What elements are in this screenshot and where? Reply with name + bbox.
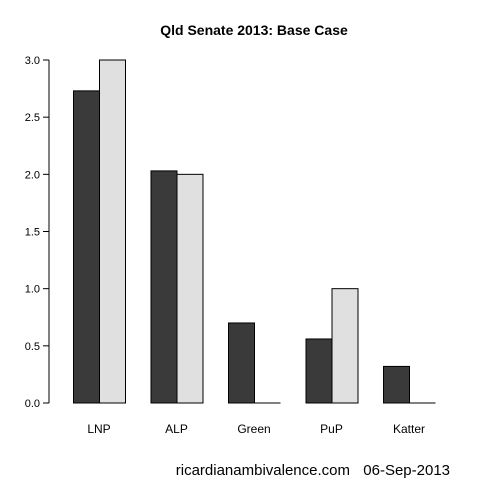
bar-pup-2 (331, 288, 359, 404)
chart-title: Qld Senate 2013: Base Case (160, 22, 348, 38)
bar-alp-2 (176, 173, 204, 404)
bar-alp-1 (150, 170, 178, 404)
footer-site: ricardianambivalence.com (176, 462, 350, 479)
x-tick-label: ALP (165, 422, 188, 436)
x-tick-label: Green (237, 422, 270, 436)
bars (73, 59, 436, 404)
x-tick-label: Katter (393, 422, 425, 436)
bar-pup-1 (305, 338, 333, 404)
x-axis-labels: LNP ALP Green PuP Katter (87, 422, 425, 436)
y-tick-label: 3.0 (25, 55, 40, 67)
y-tick-label: 0.5 (25, 341, 40, 353)
bar-green-1 (228, 322, 255, 404)
y-tick-label: 1.5 (25, 227, 40, 239)
y-tick-label: 0.0 (25, 398, 40, 410)
footer-date: 06-Sep-2013 (363, 462, 450, 479)
x-tick-label: LNP (87, 422, 110, 436)
bar-lnp-2 (99, 59, 126, 404)
y-tick-label: 2.5 (25, 112, 40, 124)
bar-lnp-1 (73, 90, 100, 404)
x-tick-label: PuP (320, 422, 343, 436)
bar-katter-1 (383, 365, 410, 404)
y-axis: 0.0 0.5 1.0 1.5 2.0 2.5 3.0 (25, 55, 50, 410)
y-tick-label: 2.0 (25, 169, 40, 181)
y-tick-label: 1.0 (25, 284, 40, 296)
